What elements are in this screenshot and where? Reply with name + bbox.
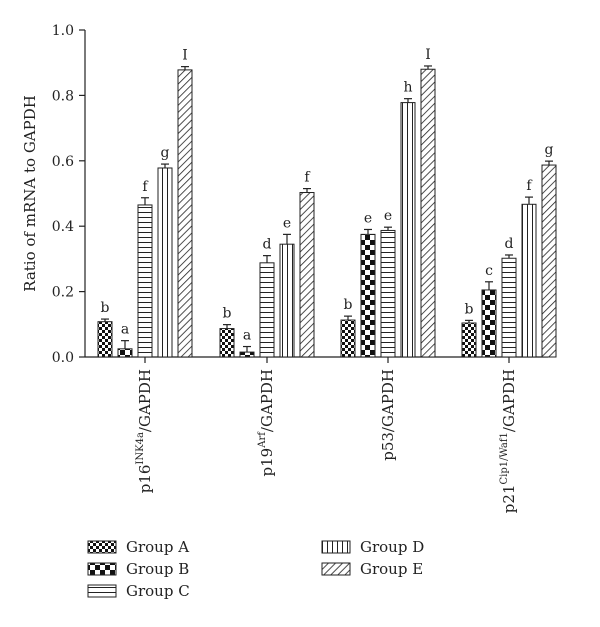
category-label-base: p16 xyxy=(136,465,154,494)
bar-group-d xyxy=(400,102,416,358)
significance-label: I xyxy=(425,47,431,63)
axes xyxy=(84,30,548,358)
significance-label: e xyxy=(364,210,372,226)
category-label: p19Arf/GAPDH xyxy=(257,369,276,476)
y-tick-label: 0.4 xyxy=(52,219,74,235)
legend-swatch xyxy=(87,584,117,598)
bar-group-c xyxy=(380,229,396,358)
significance-label: a xyxy=(243,328,251,344)
y-tick-label: 1.0 xyxy=(52,23,74,39)
legend: Group A Group B Group C Group D Group E xyxy=(87,538,424,600)
x-ticks xyxy=(144,357,510,363)
significance-label: e xyxy=(283,215,291,231)
legend-label: Group E xyxy=(360,560,423,578)
bar-group-a xyxy=(461,322,477,358)
y-tick-label: 0.8 xyxy=(52,88,74,104)
category-label-base: p53/GAPDH xyxy=(379,369,397,461)
bar-group-d xyxy=(279,243,295,358)
significance-label: f xyxy=(142,179,149,195)
significance-label: b xyxy=(344,297,353,313)
legend-label: Group A xyxy=(126,538,189,556)
bar-group-c xyxy=(137,204,153,358)
legend-label: Group B xyxy=(126,560,189,578)
significance-label: d xyxy=(505,236,514,252)
category-label-suffix: /GAPDH xyxy=(258,369,276,432)
bar-group-b xyxy=(360,233,376,358)
significance-label: b xyxy=(223,306,232,322)
bar-group-c xyxy=(259,262,275,358)
significance-label: f xyxy=(304,170,311,186)
y-ticks: 0.0 0.2 0.4 0.6 0.8 1.0 xyxy=(52,23,85,366)
bar-group-a xyxy=(219,328,235,358)
significance-label: c xyxy=(485,263,493,279)
bar-group-a xyxy=(97,321,113,358)
significance-label: b xyxy=(465,301,474,317)
category-label-superscript: Arf xyxy=(257,431,268,449)
legend-label: Group C xyxy=(126,582,190,600)
bar-group-a xyxy=(340,319,356,358)
bars xyxy=(97,68,557,358)
bar-group-c xyxy=(501,257,517,358)
significance-label: a xyxy=(121,322,129,338)
significance-label: h xyxy=(403,80,412,96)
category-label-base: p19 xyxy=(258,448,276,477)
significance-label: e xyxy=(384,208,392,224)
significance-label: g xyxy=(545,142,554,158)
significance-label: d xyxy=(263,237,272,253)
bar-group-e xyxy=(420,68,436,358)
bar-group-d xyxy=(521,203,537,358)
legend-swatch xyxy=(321,562,351,576)
legend-swatch xyxy=(321,540,351,554)
bar-group-e xyxy=(177,69,193,358)
category-label: p53/GAPDH xyxy=(379,369,397,461)
bar-group-d xyxy=(157,167,173,358)
y-tick-label: 0.0 xyxy=(52,350,74,366)
bar-group-b xyxy=(239,351,255,358)
bar-group-b xyxy=(481,289,497,358)
error-bars xyxy=(101,65,553,353)
legend-label: Group D xyxy=(360,538,424,556)
legend-swatch xyxy=(87,540,117,554)
significance-label: f xyxy=(526,178,533,194)
significance-label: b xyxy=(101,300,110,316)
category-label-suffix: /GAPDH xyxy=(500,369,518,432)
y-tick-label: 0.6 xyxy=(52,154,74,170)
significance-label: I xyxy=(182,48,188,64)
bar-group-e xyxy=(299,192,315,358)
bar-group-b xyxy=(117,348,133,358)
bar-group-e xyxy=(541,164,557,358)
category-label: p21Cip1/Waf1/GAPDH xyxy=(499,369,518,513)
y-axis-title: Ratio of mRNA to GAPDH xyxy=(21,95,39,292)
significance-label: g xyxy=(161,145,170,161)
category-label-suffix: /GAPDH xyxy=(136,369,154,432)
legend-swatch xyxy=(87,562,117,576)
category-label: p16INK4a/GAPDH xyxy=(135,369,154,493)
y-tick-label: 0.2 xyxy=(52,285,74,301)
category-label-superscript: INK4a xyxy=(135,432,146,465)
category-label-base: p21 xyxy=(500,485,518,514)
category-label-superscript: Cip1/Waf1 xyxy=(499,432,510,484)
